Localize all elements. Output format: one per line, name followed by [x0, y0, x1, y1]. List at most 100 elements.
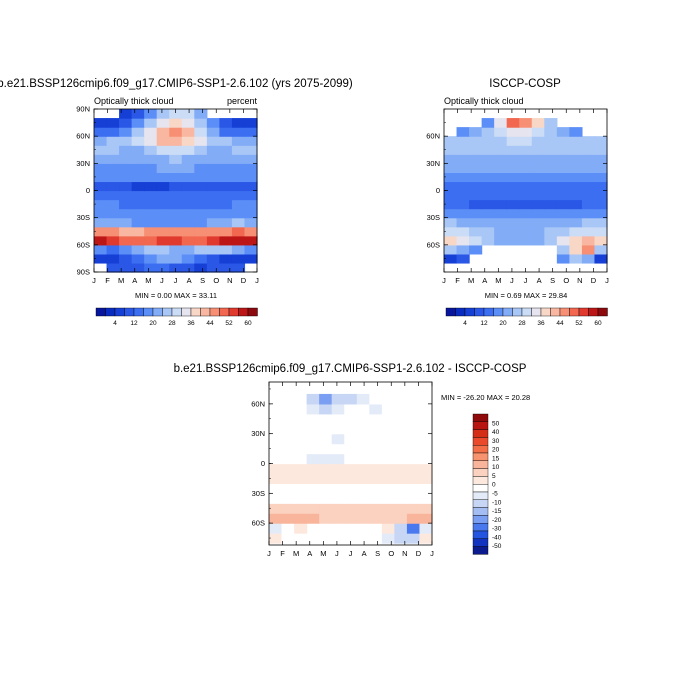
heatmap-cell [156, 199, 170, 210]
heatmap-cell [119, 244, 133, 255]
heatmap-cell [231, 163, 246, 173]
colorbar-label: 30 [492, 438, 500, 445]
heatmap-cell [269, 443, 283, 455]
heatmap-cell [194, 181, 208, 192]
heatmap-cell [419, 533, 433, 544]
heatmap-cell [281, 433, 295, 445]
heatmap-cell [169, 172, 183, 183]
colorbar-label: 4 [463, 320, 467, 327]
heatmap-cell [181, 109, 195, 119]
heatmap-cell [581, 190, 596, 201]
heatmap-cell [594, 172, 608, 183]
heatmap-cell [231, 235, 246, 246]
x-tick-label: F [105, 276, 110, 285]
colorbar-box [181, 307, 192, 317]
heatmap-cell [419, 503, 433, 514]
heatmap-cell [494, 226, 508, 237]
heatmap-cell [481, 127, 495, 137]
heatmap-cell [519, 172, 533, 183]
heatmap-cell [344, 513, 358, 524]
heatmap-cell [231, 208, 246, 219]
heatmap-cell [131, 199, 145, 210]
colorbar-box [512, 307, 523, 317]
colorbar-label: -30 [492, 526, 502, 533]
heatmap-cell [194, 109, 208, 119]
heatmap-cell [294, 413, 308, 425]
heatmap-cell [219, 190, 233, 201]
heatmap-cell [444, 181, 458, 192]
heatmap-cell [269, 463, 283, 475]
heatmap-cell [156, 262, 170, 273]
heatmap-cell [544, 181, 558, 192]
heatmap-cell [444, 190, 458, 201]
x-tick-label: M [293, 549, 299, 558]
heatmap-cell [106, 244, 120, 255]
panel-model-title: b.e21.BSSP126cmip6.f09_g17.CMIP6-SSP1-2.… [0, 78, 353, 90]
heatmap-cell [156, 235, 170, 246]
heatmap-cell [469, 190, 483, 201]
heatmap-cell [156, 145, 170, 155]
heatmap-cell [106, 253, 120, 264]
colorbar-label: 4 [113, 320, 117, 327]
heatmap-cell [144, 235, 158, 246]
heatmap-cell [269, 433, 283, 445]
heatmap-cell [144, 217, 158, 228]
heatmap-cell [356, 413, 370, 425]
heatmap-cell [381, 423, 395, 435]
colorbar-box [472, 421, 489, 430]
heatmap-cell [419, 493, 433, 504]
heatmap-cell [169, 109, 183, 119]
heatmap-cell [181, 244, 195, 255]
heatmap-cell [556, 136, 570, 146]
x-tick-label: M [145, 276, 151, 285]
heatmap-cell [494, 127, 508, 137]
colorbar-box [474, 307, 485, 317]
heatmap-cell [169, 253, 183, 264]
heatmap-cell [444, 244, 458, 255]
heatmap-cell [206, 262, 220, 273]
heatmap-cell [319, 493, 333, 504]
heatmap-cell [306, 463, 320, 475]
colorbar-box [445, 307, 456, 317]
heatmap-cell [356, 483, 370, 494]
panel-model-colorbar: 4 12 20 28 36 44 52 60 [95, 307, 258, 327]
colorbar-box [472, 413, 489, 423]
heatmap-cell [481, 163, 495, 173]
heatmap-cell [406, 443, 421, 455]
heatmap-cell [156, 181, 170, 192]
heatmap-cell [244, 208, 258, 219]
heatmap-cell [456, 217, 470, 228]
heatmap-cell [106, 226, 120, 237]
heatmap-cell [406, 493, 421, 504]
heatmap-cell [519, 127, 533, 137]
heatmap-cell [444, 163, 458, 173]
heatmap-cell [394, 533, 408, 544]
heatmap-cell [419, 453, 433, 465]
heatmap-cell [131, 127, 145, 137]
heatmap-cell [419, 523, 433, 534]
colorbar-box [238, 307, 249, 317]
heatmap-cell [494, 172, 508, 183]
heatmap-cell [469, 145, 483, 155]
heatmap-cell [344, 413, 358, 425]
heatmap-cell [269, 413, 283, 425]
heatmap-cell [369, 393, 383, 405]
colorbar-label: -10 [492, 499, 502, 506]
colorbar-label: 50 [492, 420, 500, 427]
heatmap-cell [394, 423, 408, 435]
heatmap-cell [94, 199, 108, 210]
colorbar-label: 10 [492, 464, 500, 471]
colorbar-label: 12 [130, 320, 138, 327]
x-tick-label: M [320, 549, 326, 558]
colorbar-label: -50 [492, 543, 502, 550]
heatmap-cell [444, 208, 458, 219]
heatmap-cell [494, 217, 508, 228]
heatmap-cell [394, 493, 408, 504]
heatmap-cell [119, 127, 133, 137]
y-tick-label: 30N [76, 159, 90, 168]
x-tick-label: S [550, 276, 555, 285]
colorbar-box [200, 307, 211, 317]
colorbar-box [472, 507, 489, 516]
heatmap-cell [519, 154, 533, 164]
